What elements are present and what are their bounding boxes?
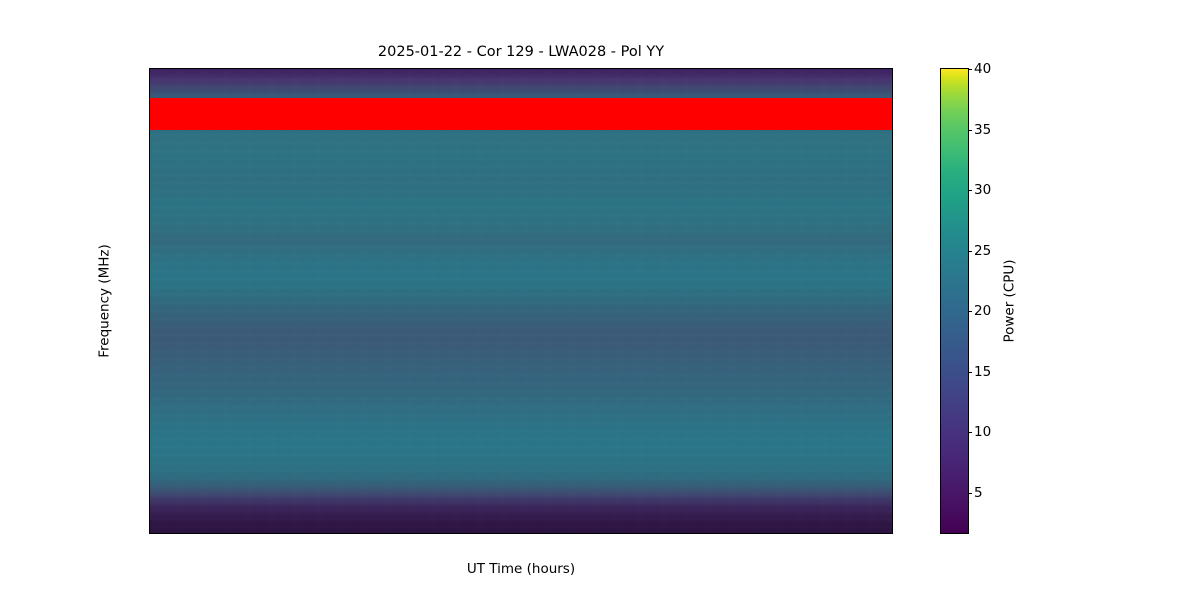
x-tick-mark — [488, 533, 489, 534]
y-tick-mark — [149, 300, 150, 301]
y-axis-label-text: Frequency (MHz) — [97, 244, 114, 358]
colorbar-label-text: Power (CPU) — [1002, 259, 1018, 343]
y-tick-mark — [149, 361, 150, 362]
colorbar-tick-mark — [968, 492, 972, 494]
rfi-flag-band — [150, 98, 892, 131]
x-tick-minor-mark — [742, 533, 743, 534]
x-tick-mark — [826, 533, 827, 534]
x-tick-minor-mark — [291, 533, 292, 534]
x-tick-minor-mark — [573, 533, 574, 534]
colorbar-tick-label: 35 — [974, 121, 992, 138]
x-axis-label: UT Time (hours) — [466, 561, 576, 577]
x-tick-minor-mark — [235, 533, 236, 534]
colorbar-tick-mark — [968, 432, 972, 434]
x-tick-mark — [375, 533, 376, 534]
colorbar-tick-mark — [968, 371, 972, 373]
colorbar-tick-label: 5 — [974, 484, 983, 501]
page-title: 2025-01-22 - Cor 129 - LWA028 - Pol YY — [377, 44, 665, 60]
x-tick-minor-mark — [883, 533, 884, 534]
spectrogram-frequency-gradient — [150, 69, 892, 533]
x-tick-minor-mark — [432, 533, 433, 534]
colorbar-tick-mark — [968, 311, 972, 313]
spectrogram-channel-noise — [150, 69, 892, 533]
colorbar-tick-label: 25 — [974, 242, 992, 259]
x-tick-minor-mark — [685, 533, 686, 534]
colorbar-tick-label: 10 — [974, 424, 992, 441]
y-tick-mark — [149, 421, 150, 422]
x-tick-minor-mark — [460, 533, 461, 534]
colorbar-tick-mark — [968, 190, 972, 192]
x-tick-minor-mark — [319, 533, 320, 534]
x-tick-mark — [601, 533, 602, 534]
colorbar-tick-label: 40 — [974, 61, 992, 77]
y-axis-label: Frequency (MHz) — [95, 68, 115, 534]
x-tick-minor-mark — [770, 533, 771, 534]
x-tick-minor-mark — [178, 533, 179, 534]
colorbar-gradient — [941, 69, 968, 533]
x-tick-minor-mark — [347, 533, 348, 534]
x-tick-minor-mark — [855, 533, 856, 534]
spectrogram-heatmap — [150, 69, 892, 533]
colorbar-label: Power (CPU) — [1000, 68, 1020, 534]
y-tick-mark — [149, 178, 150, 179]
x-tick-minor-mark — [404, 533, 405, 534]
x-tick-minor-mark — [516, 533, 517, 534]
x-tick-mark — [263, 533, 264, 534]
colorbar-tick-label: 15 — [974, 363, 992, 380]
colorbar-tick-mark — [968, 129, 972, 131]
x-tick-minor-mark — [629, 533, 630, 534]
colorbar-tick-mark — [968, 250, 972, 252]
x-tick-mark — [714, 533, 715, 534]
colorbar-tick-label: 30 — [974, 182, 992, 199]
spectrogram-axes[interactable]: 20304050607080789101112 — [149, 68, 893, 534]
x-tick-minor-mark — [206, 533, 207, 534]
x-tick-minor-mark — [798, 533, 799, 534]
x-tick-minor-mark — [657, 533, 658, 534]
spectrogram-time-noise — [150, 69, 892, 533]
y-tick-mark — [149, 482, 150, 483]
y-tick-mark — [149, 239, 150, 240]
colorbar-tick-mark — [968, 69, 972, 71]
y-tick-mark — [149, 118, 150, 119]
colorbar[interactable]: 5 10 15 20 25 30 35 40 — [940, 61, 991, 534]
x-tick-minor-mark — [545, 533, 546, 534]
colorbar-tick-label: 20 — [974, 303, 992, 320]
